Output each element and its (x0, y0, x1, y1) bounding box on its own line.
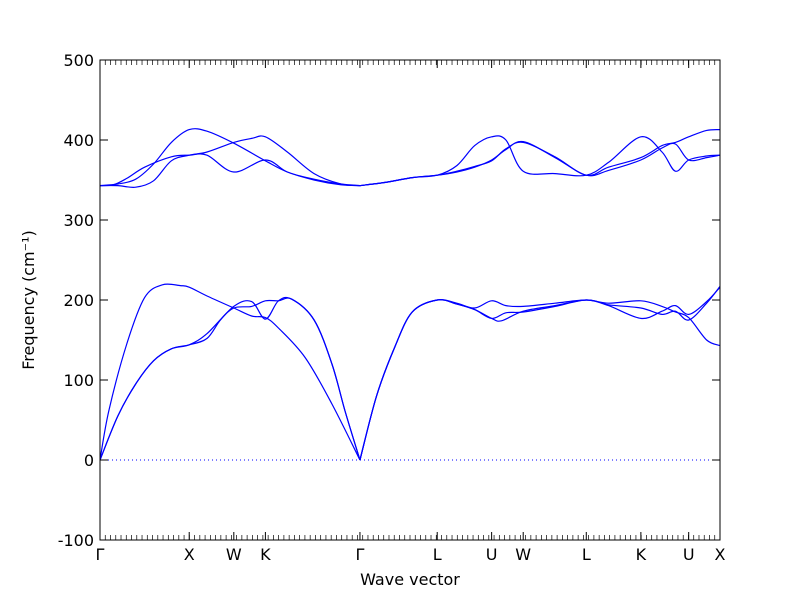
y-tick-label: 500 (63, 51, 94, 70)
band-series-8 (100, 153, 361, 187)
x-tick-label: Γ (96, 545, 105, 564)
x-axis-label: Wave vector (360, 570, 460, 589)
x-tick-label: K (636, 545, 647, 564)
band-series-7 (100, 128, 360, 187)
band-series-9 (100, 135, 361, 188)
y-tick-label: 0 (84, 451, 94, 470)
band-series-3 (100, 297, 361, 461)
x-tick-label: K (260, 545, 271, 564)
plot-frame (99, 59, 721, 541)
x-tick-label: W (226, 545, 242, 564)
x-tick-label: Γ (355, 545, 364, 564)
band-series-group (100, 128, 720, 461)
plot-area (100, 60, 720, 540)
band-series-6 (359, 286, 720, 461)
x-tick-label: X (715, 545, 726, 564)
y-tick-label: 400 (63, 131, 94, 150)
x-tick-label: U (486, 545, 498, 564)
band-series-1 (100, 283, 361, 461)
x-tick-label: L (433, 545, 442, 564)
y-tick-label: 200 (63, 291, 94, 310)
x-tick-label: W (515, 545, 531, 564)
x-tick-label: U (683, 545, 695, 564)
y-tick-label: -100 (58, 531, 94, 550)
band-series-12 (359, 128, 720, 187)
y-tick-label: 100 (63, 371, 94, 390)
x-tick-label: L (582, 545, 591, 564)
y-tick-label: 300 (63, 211, 94, 230)
x-tick-label: X (184, 545, 195, 564)
y-axis-label: Frequency (cm⁻¹) (19, 230, 38, 369)
